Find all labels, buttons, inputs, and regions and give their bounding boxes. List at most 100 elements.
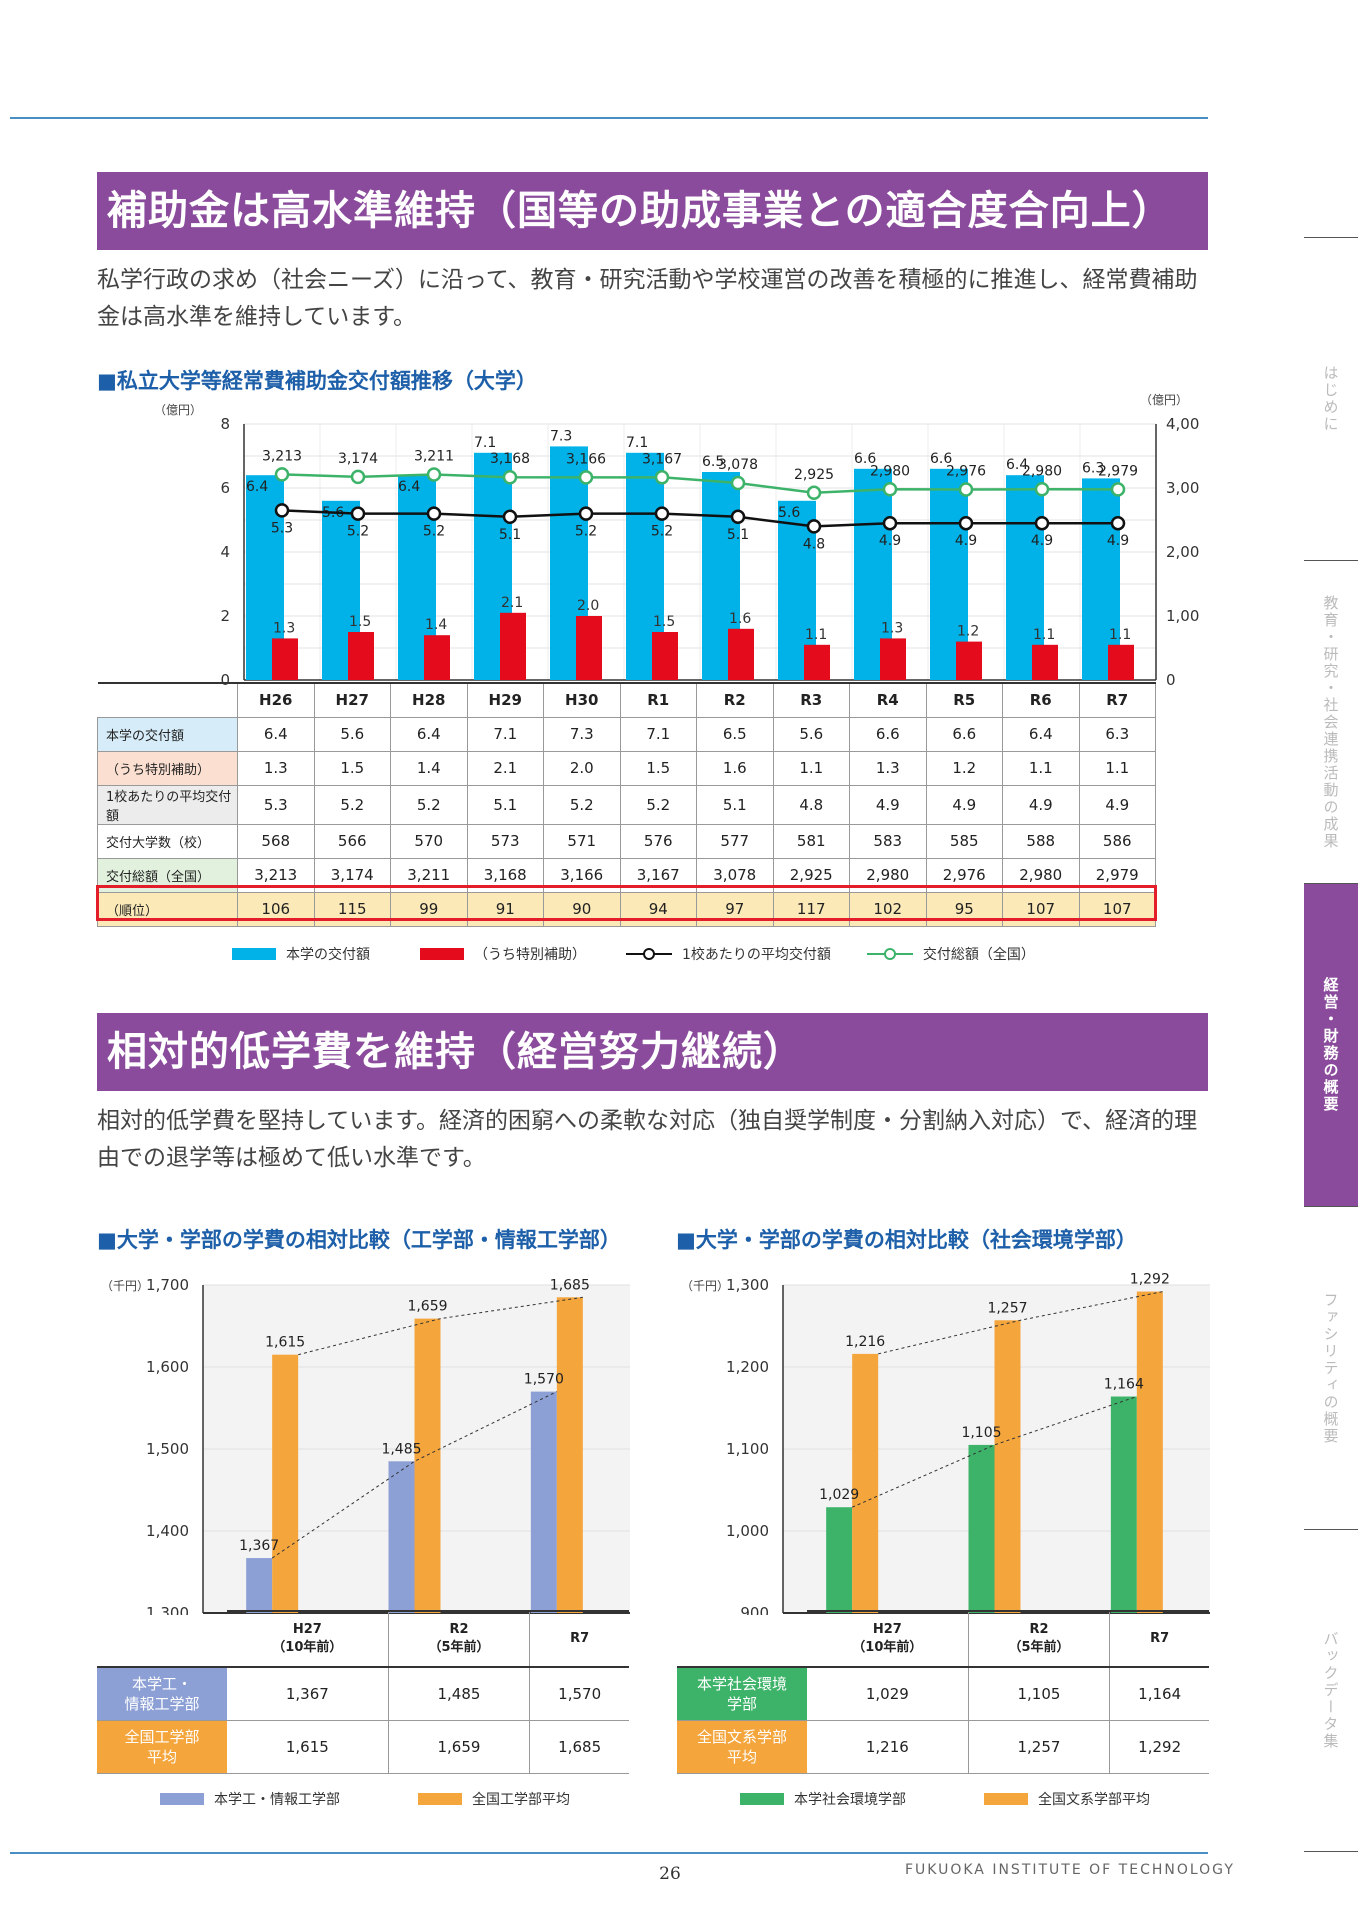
y-tick: 1,600 <box>146 1358 189 1376</box>
y-tick: 1,300 <box>146 1604 189 1615</box>
table-header-cell: H27 <box>313 682 391 718</box>
table-cell: 3,078 <box>696 857 774 893</box>
fee-table-row: 全国文系学部 平均 1,216 1,257 1,292 <box>677 1720 1209 1774</box>
table-cell: 6.6 <box>849 716 927 752</box>
table-cell: 3,211 <box>390 857 468 893</box>
table-cell: 5.1 <box>696 784 774 825</box>
table-cell: 91 <box>466 891 544 927</box>
y-tick: 1,700 <box>146 1276 189 1294</box>
bar-main-label: 6.6 <box>930 451 952 467</box>
bar-special <box>1108 644 1134 680</box>
table-cell: 115 <box>313 891 391 927</box>
bar-main-label: 6.6 <box>854 451 876 467</box>
y-unit-left: （億円） <box>154 403 202 417</box>
table-row: 1校あたりの平均交付額 5.3 5.2 5.2 5.1 5.2 5.2 5.1 4.8 4.9 4.… <box>97 784 1156 825</box>
fee-table-header-cell: R7 <box>529 1610 629 1668</box>
fee-chart-social: 900 1,000 1,100 1,200 1,300（千円） 1,029 1,216 1,1… <box>681 1272 1210 1615</box>
table-cell: 576 <box>619 823 697 859</box>
table-cell: 1.3 <box>237 750 315 786</box>
fee-table-cell: 1,216 <box>807 1720 969 1774</box>
fee-legend-engineering: 本学工・情報工学部 全国工学部平均 <box>160 1789 570 1809</box>
table-cell: 3,167 <box>619 857 697 893</box>
table-cell: 3,168 <box>466 857 544 893</box>
table-cell: 4.9 <box>1078 784 1156 825</box>
side-tab-backdata[interactable]: バックデータ集 <box>1304 1530 1358 1850</box>
average-label: 4.9 <box>879 533 901 549</box>
side-tab-facility[interactable]: ファシリティの概要 <box>1304 1207 1358 1529</box>
total-point <box>1034 482 1050 497</box>
fee-table-header-cell: H27 （10年前） <box>807 1610 969 1668</box>
average-label: 5.3 <box>271 520 293 536</box>
legend-swatch-red <box>420 948 464 960</box>
bar-special <box>1032 644 1058 680</box>
table-corner <box>97 682 238 717</box>
fee-table-cell: 1,257 <box>968 1720 1111 1774</box>
fee-table-engineering: H27 （10年前） R2 （5年前） R7 本学工・ 情報工学部 1,367 1,485 1,5… <box>97 1610 629 1774</box>
bar-special-label: 2.0 <box>577 598 599 614</box>
legend-label: 全国文系学部平均 <box>1038 1792 1150 1808</box>
table-row-label: （順位） <box>97 891 238 927</box>
bar-main-label: 6.4 <box>398 479 420 495</box>
average-label: 4.8 <box>803 536 825 552</box>
total-label: 2,980 <box>870 463 910 479</box>
side-tab-education[interactable]: 教育・研究・社会連携活動の成果 <box>1304 561 1358 883</box>
average-point <box>426 506 442 521</box>
total-label: 3,166 <box>566 451 606 467</box>
side-tab-label: はじめに <box>1321 365 1340 433</box>
side-tab-management[interactable]: 経営・財務の概要 <box>1304 884 1358 1206</box>
y-tick-right: 3,000 <box>1166 479 1200 497</box>
total-point <box>350 469 366 485</box>
table-cell: 6.3 <box>1078 716 1156 752</box>
table-header-cell: R7 <box>1078 682 1156 718</box>
bar-special-label: 1.2 <box>957 624 979 640</box>
fee-table-header-cell: R2 （5年前） <box>388 1610 531 1668</box>
bar-main-label: 7.1 <box>474 435 496 451</box>
side-separator <box>1304 1529 1358 1530</box>
table-row: 交付総額（全国） 3,213 3,174 3,211 3,168 3,166 3,167 3,… <box>97 857 1156 893</box>
fee-table-row: 全国工学部 平均 1,615 1,659 1,685 <box>97 1720 629 1774</box>
total-point <box>578 470 594 485</box>
table-cell: 573 <box>466 823 544 859</box>
table-cell: 3,174 <box>313 857 391 893</box>
table-row-label: 本学の交付額 <box>97 716 238 752</box>
bar-special <box>576 616 602 680</box>
total-point <box>806 485 822 501</box>
side-tab-intro[interactable]: はじめに <box>1304 238 1358 560</box>
y-tick: 1,200 <box>726 1358 769 1376</box>
fee-table-cell: 1,659 <box>388 1720 531 1774</box>
average-point <box>730 509 746 525</box>
section1-lead: 私学行政の求め（社会ニーズ）に沿って、教育・研究活動や学校運営の改善を積極的に推… <box>97 267 1198 330</box>
bar-special <box>424 635 450 680</box>
bottom-rule <box>10 1852 1208 1854</box>
bar-special-label: 1.5 <box>349 614 371 630</box>
table-cell: 2,979 <box>1078 857 1156 893</box>
average-point <box>350 506 366 521</box>
y-tick-right: 0 <box>1166 671 1176 689</box>
chart1-title: ■私立大学等経常費補助金交付額推移（大学） <box>97 369 537 393</box>
fee-bar-national-label: 1,615 <box>265 1335 305 1351</box>
table-row: 交付大学数（校） 568 566 570 573 571 576 577 581 583 585 58… <box>97 823 1156 859</box>
table-cell: 2.1 <box>466 750 544 786</box>
fee-table-corner <box>97 1611 227 1668</box>
table-cell: 588 <box>1002 823 1080 859</box>
table-cell: 2,925 <box>772 857 850 893</box>
total-line <box>281 473 1119 495</box>
subsidy-legend: 本学の交付額 （うち特別補助） 1校あたりの平均交付額 交付総額（全国） <box>232 944 1035 964</box>
fee-table-cell: 1,105 <box>968 1667 1111 1721</box>
table-cell: 99 <box>390 891 468 927</box>
table-cell: 2,980 <box>849 857 927 893</box>
table-cell: 107 <box>1002 891 1080 927</box>
y-tick: 1,500 <box>146 1440 189 1458</box>
total-point <box>274 467 290 482</box>
average-point <box>274 503 290 518</box>
table-cell: 1.4 <box>390 750 468 786</box>
table-header-cell: R3 <box>772 682 850 718</box>
average-point <box>958 515 974 531</box>
fee-bar-own <box>388 1461 415 1613</box>
fee-table-cell: 1,570 <box>529 1667 629 1721</box>
legend-swatch-periwinkle <box>160 1793 204 1805</box>
table-cell: 568 <box>237 823 315 859</box>
side-tab-label: バックデータ集 <box>1321 1630 1340 1750</box>
average-point <box>502 509 518 525</box>
fee-table-row: 本学社会環境 学部 1,029 1,105 1,164 <box>677 1667 1209 1721</box>
